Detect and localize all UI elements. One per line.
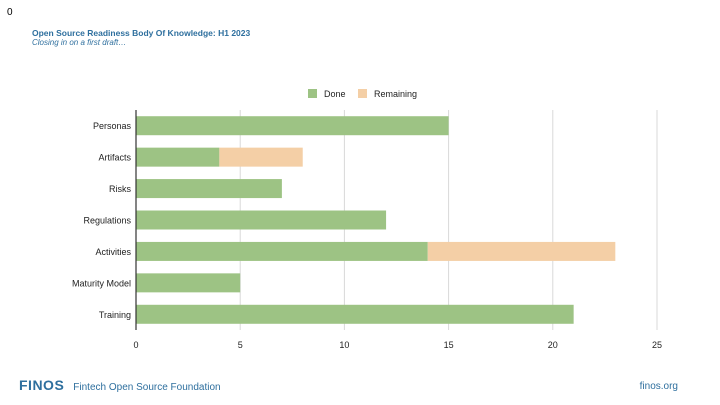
x-tick-label-20: 20 xyxy=(548,340,558,350)
footer-url[interactable]: finos.org xyxy=(639,381,678,392)
bar-training-done xyxy=(136,304,574,324)
finos-logo: FINOS xyxy=(19,377,65,393)
bar-activities-done xyxy=(136,241,428,261)
legend-swatch-remaining xyxy=(358,89,367,98)
bar-activities-remaining xyxy=(427,241,616,261)
legend-swatch-done xyxy=(308,89,317,98)
y-category-label-risks: Risks xyxy=(109,184,131,194)
x-tick-label-5: 5 xyxy=(238,340,243,350)
bar-personas-done xyxy=(136,116,449,136)
footer-tagline: Fintech Open Source Foundation xyxy=(73,382,221,393)
x-tick-label-15: 15 xyxy=(444,340,454,350)
bar-regulations-done xyxy=(136,210,387,230)
footer-brand: FINOS Fintech Open Source Foundation xyxy=(19,377,221,393)
y-category-label-training: Training xyxy=(99,310,131,320)
x-tick-label-25: 25 xyxy=(652,340,662,350)
y-category-label-regulations: Regulations xyxy=(83,216,131,226)
bar-risks-done xyxy=(136,179,282,199)
y-category-label-activities: Activities xyxy=(95,247,131,257)
y-category-label-personas: Personas xyxy=(93,121,132,131)
x-tick-label-10: 10 xyxy=(339,340,349,350)
x-tick-label-0: 0 xyxy=(133,340,138,350)
bar-artifacts-done xyxy=(136,147,220,167)
bar-maturity-model-done xyxy=(136,273,241,293)
bar-artifacts-remaining xyxy=(219,147,303,167)
slide-number: 0 xyxy=(7,7,13,18)
slide-subtitle: Closing in on a first draft… xyxy=(32,38,127,47)
slide-title: Open Source Readiness Body Of Knowledge:… xyxy=(32,28,251,38)
legend-label-done: Done xyxy=(324,89,346,99)
y-category-label-maturity-model: Maturity Model xyxy=(72,278,131,288)
y-category-label-artifacts: Artifacts xyxy=(98,153,131,163)
legend-label-remaining: Remaining xyxy=(374,89,417,99)
